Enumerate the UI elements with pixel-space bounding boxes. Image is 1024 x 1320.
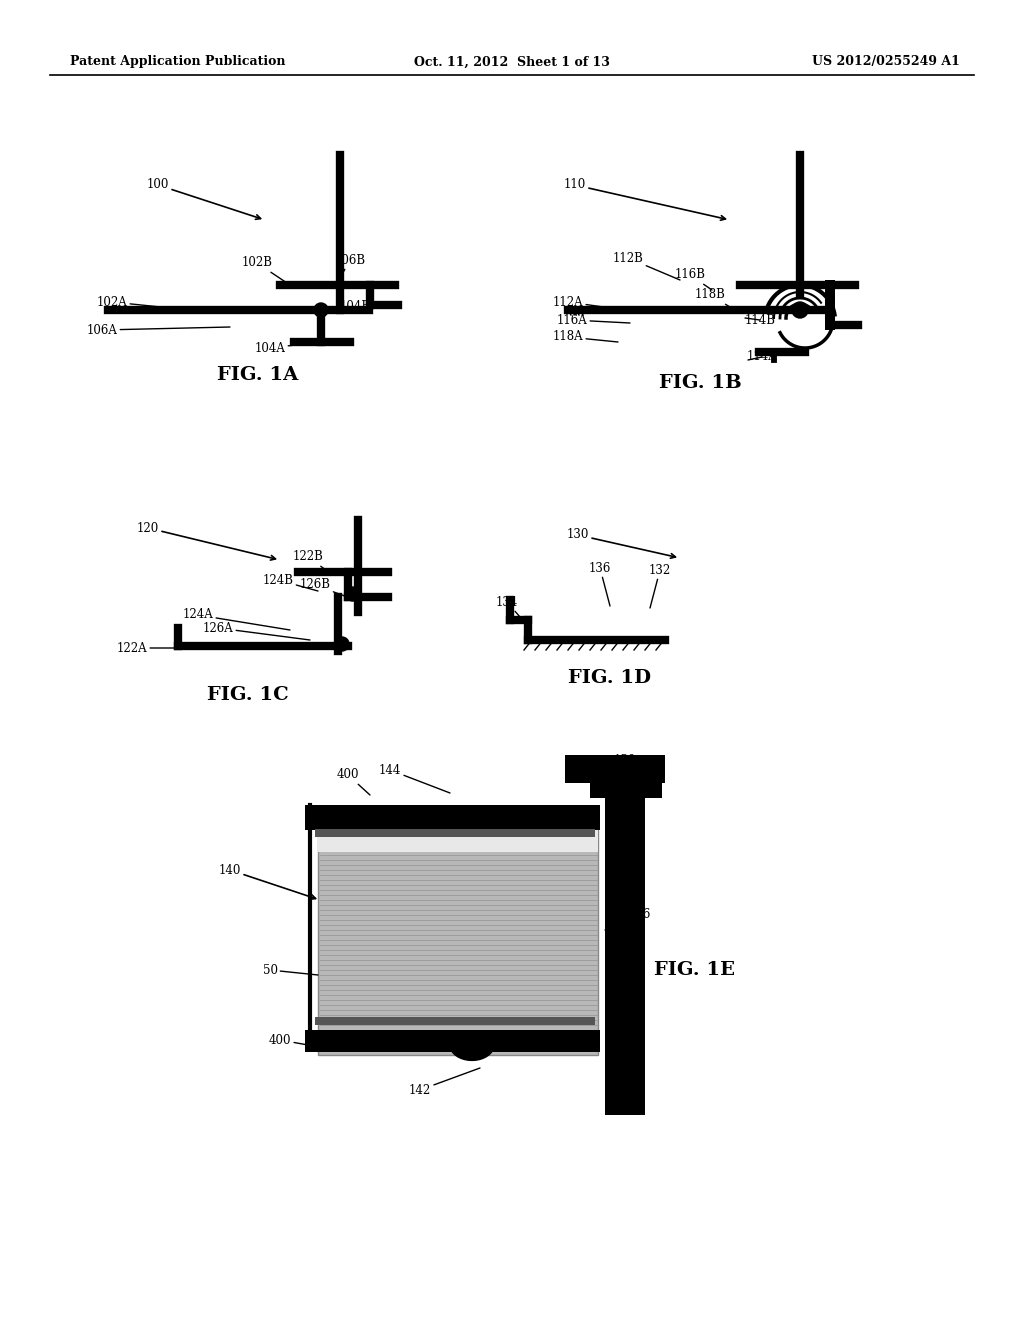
FancyBboxPatch shape [590,783,662,799]
Text: FIG. 1E: FIG. 1E [654,961,735,979]
Circle shape [792,302,808,318]
FancyBboxPatch shape [305,805,600,830]
Text: 100: 100 [146,178,260,219]
Polygon shape [450,1045,494,1060]
FancyBboxPatch shape [318,830,598,1055]
Text: 126B: 126B [299,578,350,598]
Text: 112A: 112A [553,296,625,310]
FancyBboxPatch shape [565,755,665,783]
Text: 400: 400 [337,768,370,795]
Text: 110: 110 [564,178,725,220]
FancyBboxPatch shape [452,1040,492,1048]
Text: 146: 146 [605,908,651,931]
Text: 126A: 126A [203,622,310,640]
Text: 144: 144 [379,763,450,793]
Text: 400: 400 [268,1034,325,1048]
Circle shape [314,304,328,317]
Circle shape [335,638,349,651]
Text: 114B: 114B [744,314,775,326]
Text: 104B: 104B [339,301,378,314]
Text: 134: 134 [496,595,520,616]
FancyBboxPatch shape [318,830,598,851]
Text: 120: 120 [137,521,275,560]
Text: 122B: 122B [293,550,330,573]
Text: 112B: 112B [612,252,680,280]
Text: 102B: 102B [242,256,290,285]
Text: 106A: 106A [87,323,230,337]
Text: 132: 132 [649,564,671,609]
FancyBboxPatch shape [315,829,595,837]
Text: FIG. 1C: FIG. 1C [207,686,289,704]
Circle shape [346,587,360,601]
Text: Oct. 11, 2012  Sheet 1 of 13: Oct. 11, 2012 Sheet 1 of 13 [414,55,610,69]
Text: 130: 130 [567,528,676,558]
Text: 124B: 124B [262,573,318,591]
Text: Patent Application Publication: Patent Application Publication [70,55,286,69]
Text: FIG. 1B: FIG. 1B [658,374,741,392]
FancyBboxPatch shape [605,755,645,1115]
Text: FIG. 1D: FIG. 1D [568,669,651,686]
Text: 118A: 118A [553,330,618,343]
Text: 142: 142 [409,1068,480,1097]
Text: 150: 150 [613,754,636,785]
FancyBboxPatch shape [315,1016,595,1026]
Text: 118B: 118B [694,289,730,308]
Text: 122A: 122A [117,642,215,655]
Text: 102A: 102A [96,296,190,310]
Text: 114A: 114A [746,351,777,363]
Text: 116A: 116A [557,314,630,326]
Text: 140: 140 [219,863,315,899]
Text: 106B: 106B [335,253,366,279]
Text: 104A: 104A [255,342,321,355]
Text: 136: 136 [589,561,611,606]
Text: US 2012/0255249 A1: US 2012/0255249 A1 [812,55,961,69]
Text: FIG. 1A: FIG. 1A [217,366,299,384]
FancyBboxPatch shape [305,1030,600,1052]
Text: 124A: 124A [182,609,290,630]
Text: 50: 50 [262,964,318,977]
Text: 116B: 116B [675,268,712,290]
